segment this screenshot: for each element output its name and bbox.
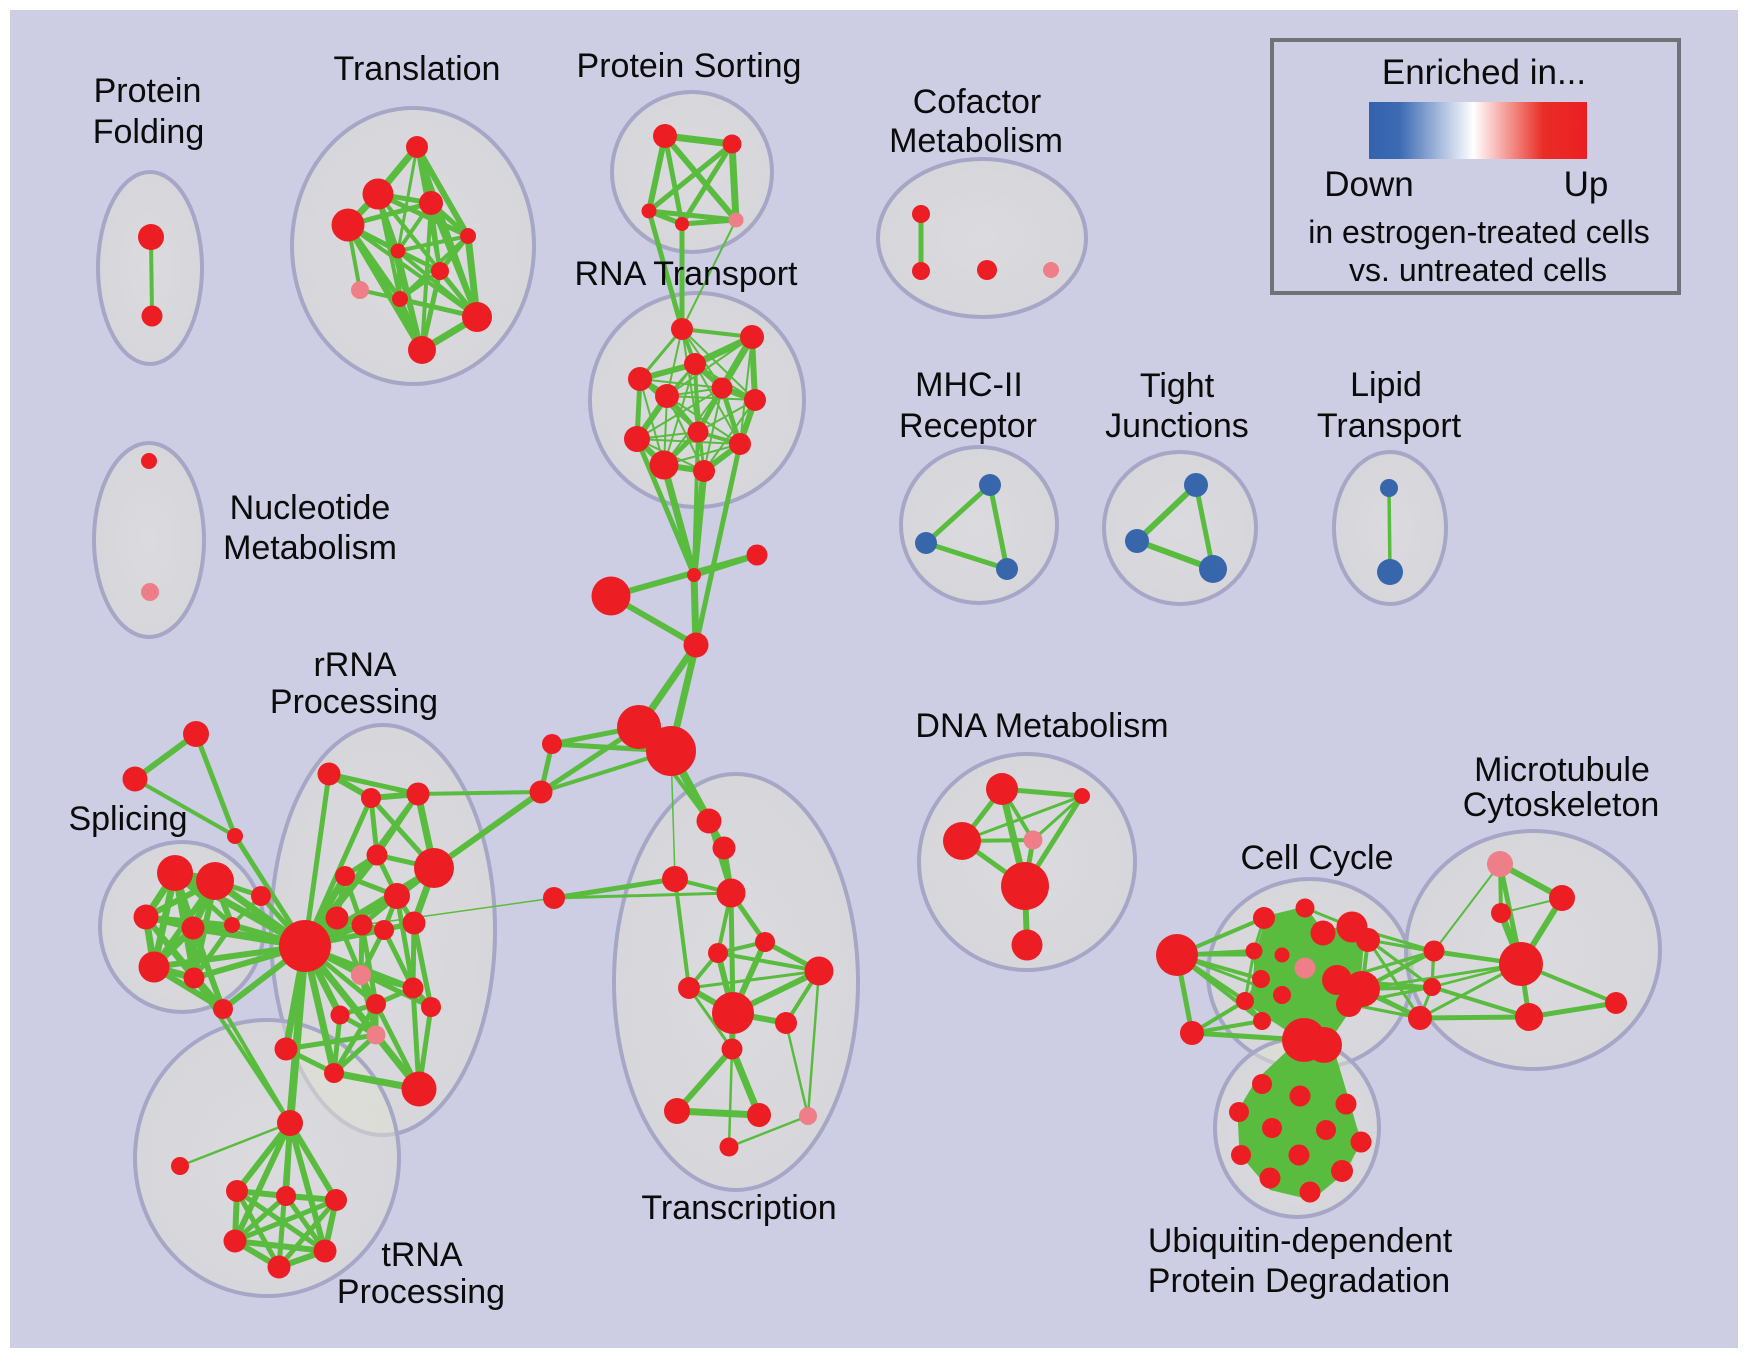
svg-text:Processing: Processing	[270, 683, 438, 721]
svg-text:Tight: Tight	[1140, 367, 1215, 405]
svg-text:Protein Sorting: Protein Sorting	[577, 47, 802, 85]
svg-text:Metabolism: Metabolism	[889, 122, 1063, 160]
svg-text:DNA Metabolism: DNA Metabolism	[915, 707, 1168, 745]
svg-text:tRNA: tRNA	[381, 1236, 463, 1274]
svg-text:Down: Down	[1324, 165, 1413, 204]
svg-text:Transcription: Transcription	[641, 1189, 836, 1227]
svg-text:Translation: Translation	[334, 50, 501, 88]
svg-text:Cofactor: Cofactor	[913, 83, 1042, 121]
svg-text:Cell Cycle: Cell Cycle	[1240, 839, 1393, 877]
svg-text:Metabolism: Metabolism	[223, 529, 397, 567]
svg-text:Transport: Transport	[1317, 407, 1462, 445]
svg-text:Nucleotide: Nucleotide	[230, 489, 391, 527]
svg-text:Receptor: Receptor	[899, 407, 1037, 445]
svg-text:RNA Transport: RNA Transport	[575, 255, 799, 293]
svg-text:Up: Up	[1564, 165, 1609, 204]
svg-text:in estrogen-treated cells: in estrogen-treated cells	[1308, 214, 1650, 250]
svg-text:Enriched in...: Enriched in...	[1382, 53, 1586, 92]
svg-text:Processing: Processing	[337, 1273, 505, 1311]
svg-text:Splicing: Splicing	[68, 800, 187, 838]
svg-text:vs. untreated cells: vs. untreated cells	[1349, 252, 1607, 288]
svg-text:Folding: Folding	[93, 113, 205, 151]
svg-text:Cytoskeleton: Cytoskeleton	[1463, 786, 1660, 824]
svg-text:Junctions: Junctions	[1105, 407, 1249, 445]
svg-text:Microtubule: Microtubule	[1474, 751, 1650, 789]
svg-text:rRNA: rRNA	[313, 646, 396, 684]
svg-text:Ubiquitin-dependent: Ubiquitin-dependent	[1148, 1222, 1453, 1260]
svg-text:Lipid: Lipid	[1350, 366, 1422, 404]
svg-text:MHC-II: MHC-II	[915, 366, 1023, 404]
svg-text:Protein: Protein	[94, 72, 202, 110]
svg-text:Protein Degradation: Protein Degradation	[1148, 1262, 1450, 1300]
